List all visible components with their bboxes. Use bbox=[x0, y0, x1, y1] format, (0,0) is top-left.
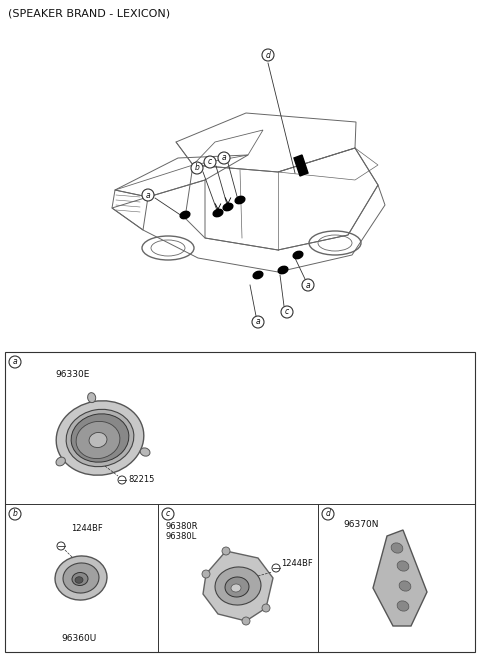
Bar bbox=[5, 352, 475, 652]
Text: 82215: 82215 bbox=[128, 476, 155, 484]
Text: a: a bbox=[12, 357, 17, 367]
Text: 1244BF: 1244BF bbox=[71, 524, 103, 533]
Text: 96380R: 96380R bbox=[166, 522, 199, 531]
Circle shape bbox=[202, 570, 210, 578]
Circle shape bbox=[262, 49, 274, 61]
Ellipse shape bbox=[55, 556, 107, 600]
Text: a: a bbox=[256, 317, 260, 327]
Ellipse shape bbox=[71, 414, 129, 462]
Ellipse shape bbox=[215, 567, 261, 605]
Circle shape bbox=[9, 508, 21, 520]
Ellipse shape bbox=[56, 401, 144, 475]
Ellipse shape bbox=[278, 266, 288, 274]
Text: a: a bbox=[146, 191, 150, 200]
Text: d: d bbox=[325, 509, 330, 518]
Text: 1244BF: 1244BF bbox=[281, 560, 313, 568]
Ellipse shape bbox=[225, 577, 249, 597]
Ellipse shape bbox=[235, 196, 245, 204]
Ellipse shape bbox=[180, 212, 190, 219]
Ellipse shape bbox=[391, 543, 403, 553]
Ellipse shape bbox=[397, 601, 409, 611]
Circle shape bbox=[252, 316, 264, 328]
Text: (SPEAKER BRAND - LEXICON): (SPEAKER BRAND - LEXICON) bbox=[8, 9, 170, 19]
Circle shape bbox=[142, 189, 154, 201]
Text: 96360U: 96360U bbox=[61, 634, 96, 643]
Circle shape bbox=[262, 604, 270, 612]
Ellipse shape bbox=[213, 210, 223, 217]
Polygon shape bbox=[294, 155, 308, 176]
Ellipse shape bbox=[72, 572, 88, 585]
Circle shape bbox=[57, 542, 65, 550]
Ellipse shape bbox=[89, 432, 107, 447]
Text: 96370N: 96370N bbox=[343, 520, 379, 529]
Polygon shape bbox=[373, 530, 427, 626]
Circle shape bbox=[191, 162, 203, 174]
Circle shape bbox=[218, 152, 230, 164]
Text: a: a bbox=[222, 154, 226, 162]
Ellipse shape bbox=[253, 271, 263, 279]
Circle shape bbox=[162, 508, 174, 520]
Ellipse shape bbox=[397, 561, 409, 571]
Text: c: c bbox=[166, 509, 170, 518]
Circle shape bbox=[118, 476, 126, 484]
Text: 96330E: 96330E bbox=[55, 370, 89, 379]
Circle shape bbox=[242, 617, 250, 625]
Ellipse shape bbox=[231, 584, 241, 592]
Circle shape bbox=[204, 156, 216, 168]
Ellipse shape bbox=[140, 448, 150, 456]
Text: d: d bbox=[265, 51, 270, 60]
Text: b: b bbox=[194, 164, 199, 173]
Circle shape bbox=[322, 508, 334, 520]
Ellipse shape bbox=[293, 251, 303, 259]
Circle shape bbox=[9, 356, 21, 368]
Ellipse shape bbox=[66, 409, 134, 466]
Circle shape bbox=[281, 306, 293, 318]
Polygon shape bbox=[203, 551, 273, 621]
Ellipse shape bbox=[63, 563, 99, 593]
Ellipse shape bbox=[223, 203, 233, 211]
Text: c: c bbox=[285, 307, 289, 317]
Ellipse shape bbox=[56, 457, 65, 466]
Text: c: c bbox=[208, 158, 212, 166]
Ellipse shape bbox=[76, 421, 120, 459]
Text: b: b bbox=[12, 509, 17, 518]
Text: a: a bbox=[306, 281, 310, 290]
Circle shape bbox=[272, 564, 280, 572]
Ellipse shape bbox=[75, 577, 83, 583]
Ellipse shape bbox=[88, 393, 96, 403]
Circle shape bbox=[222, 547, 230, 555]
Ellipse shape bbox=[399, 581, 411, 591]
Text: 96380L: 96380L bbox=[166, 532, 197, 541]
Circle shape bbox=[302, 279, 314, 291]
